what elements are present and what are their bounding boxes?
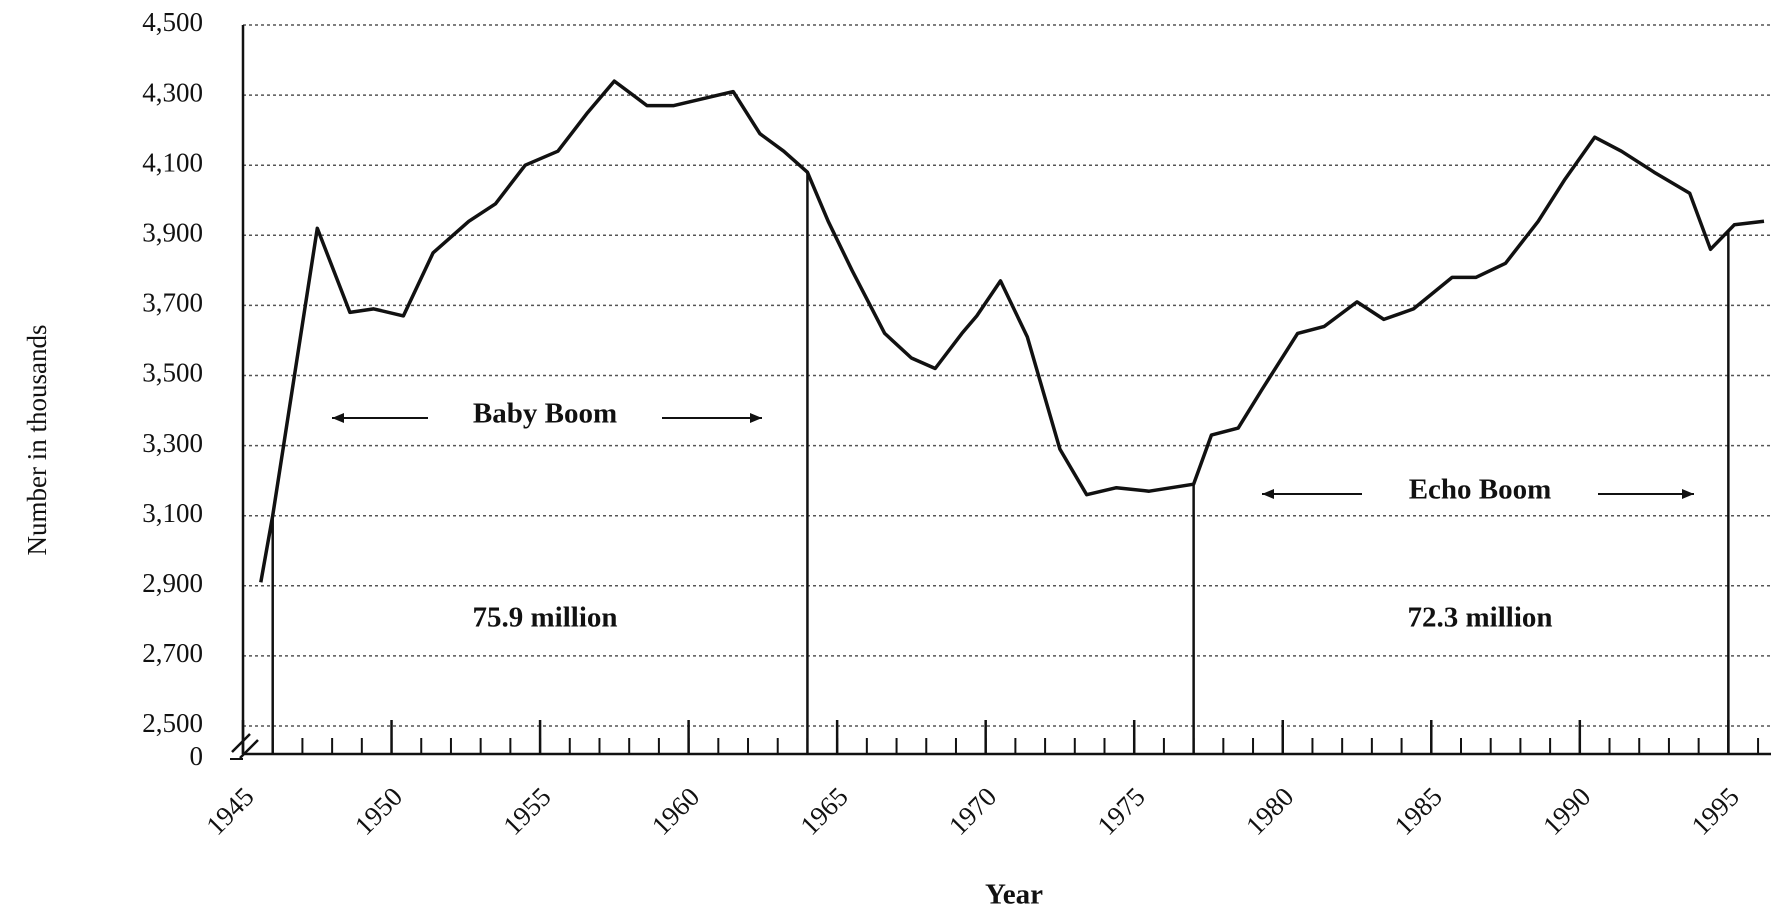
y-tick-label: 4,500 [142,7,203,37]
arrow-head [332,413,344,423]
y-tick-label: 3,500 [142,358,203,388]
y-tick-label: 3,700 [142,288,203,318]
y-tick-label: 3,300 [142,428,203,458]
arrow-head [750,413,762,423]
arrow-head [1682,489,1694,499]
x-tick-label: 1950 [349,781,408,840]
y-tick-label: 0 [190,741,204,771]
x-tick-label: 1965 [794,781,853,840]
x-tick-label: 1975 [1091,781,1150,840]
x-tick-label: 1995 [1686,781,1745,840]
x-tick-label: 1955 [497,781,556,840]
y-tick-label: 2,500 [142,708,203,738]
annotation: Baby Boom [473,398,617,430]
y-tick-label: 4,100 [142,147,203,177]
x-tick-label: 1970 [943,781,1002,840]
line [259,79,1765,583]
y-tick-label: 3,100 [142,498,203,528]
y-tick-label: 2,900 [142,568,203,598]
x-tick-label: 1945 [200,781,259,840]
y-tick-label: 3,900 [142,218,203,248]
annotation: 72.3 million [1407,602,1552,634]
y-tick-label: 4,300 [142,77,203,107]
x-tick-label: 1980 [1240,781,1299,840]
annotation: 75.9 million [472,602,617,634]
arrow-head [1262,489,1274,499]
axis-break [231,733,259,759]
y-tick-label: 2,700 [142,638,203,668]
x-axis-title: Year [985,879,1043,911]
x-tick-label: 1990 [1537,781,1596,840]
x-tick-label: 1960 [646,781,705,840]
annotation: Echo Boom [1409,474,1552,506]
y-axis-title: Number in thousands [22,325,52,556]
x-tick-label: 1985 [1389,781,1448,840]
